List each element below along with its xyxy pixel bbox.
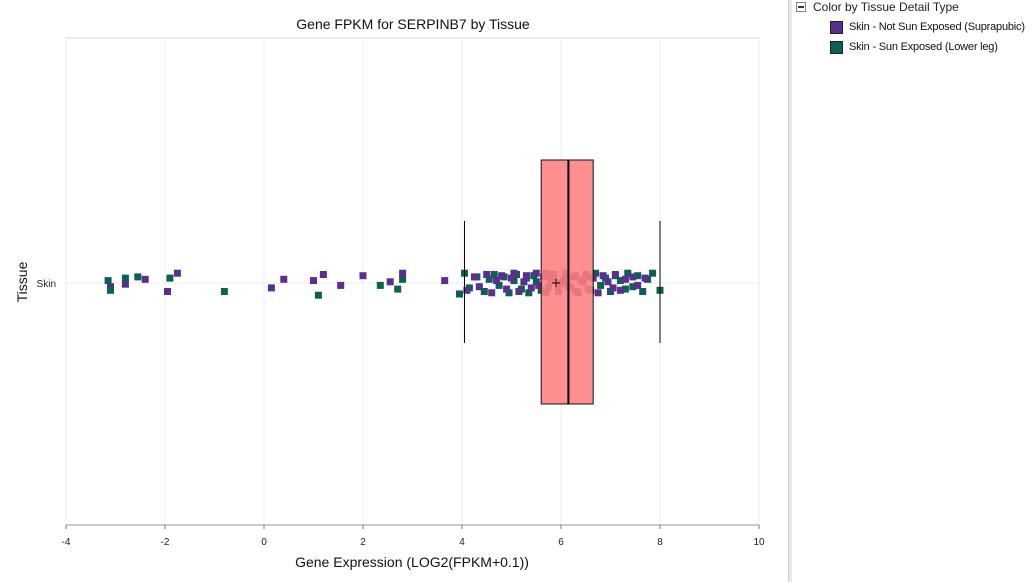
data-point-not-sun-exposed[interactable]	[535, 281, 543, 289]
data-point-sun-exposed[interactable]	[490, 271, 498, 278]
data-point-sun-exposed[interactable]	[592, 269, 600, 277]
y-tick-label-skin: Skin	[37, 279, 56, 290]
data-point-not-sun-exposed[interactable]	[280, 275, 288, 283]
data-point-not-sun-exposed[interactable]	[173, 269, 181, 277]
legend-item-sun-exposed[interactable]: Skin - Sun Exposed (Lower leg)	[830, 39, 998, 55]
data-point-sun-exposed[interactable]	[166, 274, 174, 282]
data-point-sun-exposed[interactable]	[134, 273, 142, 281]
data-point-not-sun-exposed[interactable]	[522, 272, 530, 280]
data-point-sun-exposed[interactable]	[495, 281, 503, 289]
x-tick-label: -4	[62, 537, 71, 548]
data-point-not-sun-exposed[interactable]	[629, 273, 637, 281]
x-tick-label: 8	[657, 537, 663, 548]
data-point-not-sun-exposed[interactable]	[121, 280, 129, 288]
data-point-sun-exposed[interactable]	[621, 285, 629, 293]
data-point-not-sun-exposed[interactable]	[470, 273, 478, 281]
x-tick-label: 10	[753, 537, 765, 548]
data-point-not-sun-exposed[interactable]	[532, 269, 540, 277]
panel-divider[interactable]	[788, 0, 792, 582]
x-axis-title: Gene Expression (LOG2(FPKM+0.1))	[295, 554, 529, 570]
data-point-sun-exposed[interactable]	[314, 291, 322, 299]
data-point-sun-exposed[interactable]	[399, 275, 407, 283]
x-axis: -4 -2 0 2 4 6 8 10	[62, 524, 765, 548]
data-point-not-sun-exposed[interactable]	[609, 284, 617, 292]
box-iqr[interactable]	[540, 159, 594, 405]
chart-area: Gene FPKM for SERPINB7 by Tissue -4 -2 0 2 4…	[14, 16, 765, 570]
legend-panel: Color by Tissue Detail Type Skin - Not S…	[792, 0, 1033, 582]
data-point-sun-exposed[interactable]	[485, 275, 493, 283]
data-point-not-sun-exposed[interactable]	[503, 285, 511, 293]
box-plot-chart: Gene FPKM for SERPINB7 by Tissue -4 -2 0 2 4…	[14, 16, 765, 570]
legend-label: Skin - Not Sun Exposed (Suprapubic)	[849, 21, 1025, 33]
data-point-not-sun-exposed[interactable]	[337, 281, 345, 289]
data-point-not-sun-exposed[interactable]	[604, 278, 612, 286]
data-point-not-sun-exposed[interactable]	[498, 272, 506, 280]
legend-item-not-sun-exposed[interactable]: Skin - Not Sun Exposed (Suprapubic)	[830, 19, 1025, 35]
data-point-sun-exposed[interactable]	[624, 269, 632, 277]
data-point-not-sun-exposed[interactable]	[463, 286, 471, 294]
mean-marker	[552, 279, 561, 287]
data-point-sun-exposed[interactable]	[107, 286, 114, 294]
data-point-sun-exposed[interactable]	[121, 274, 129, 282]
data-point-not-sun-exposed[interactable]	[359, 272, 367, 280]
data-point-not-sun-exposed[interactable]	[319, 271, 327, 278]
box-plot	[463, 159, 661, 405]
data-point-sun-exposed[interactable]	[394, 285, 402, 293]
legend-swatch-sun-exposed	[830, 40, 843, 54]
data-point-not-sun-exposed[interactable]	[310, 277, 317, 285]
x-tick-label: 4	[459, 537, 465, 548]
x-tick-label: 2	[360, 537, 366, 548]
data-point-not-sun-exposed[interactable]	[594, 289, 602, 297]
data-point-not-sun-exposed[interactable]	[441, 277, 449, 285]
y-axis-title: Tissue	[14, 261, 30, 302]
data-point-sun-exposed[interactable]	[629, 283, 637, 291]
data-point-not-sun-exposed[interactable]	[107, 283, 114, 291]
data-point-sun-exposed[interactable]	[104, 277, 112, 285]
data-point-sun-exposed[interactable]	[616, 277, 624, 285]
data-point-sun-exposed[interactable]	[376, 281, 384, 289]
data-point-not-sun-exposed[interactable]	[386, 278, 394, 286]
data-point-not-sun-exposed[interactable]	[641, 274, 649, 282]
data-point-not-sun-exposed[interactable]	[164, 288, 171, 295]
data-point-sun-exposed[interactable]	[634, 272, 642, 280]
data-point-sun-exposed[interactable]	[649, 269, 657, 277]
legend-header[interactable]: Color by Tissue Detail Type	[796, 0, 959, 14]
data-point-not-sun-exposed[interactable]	[599, 272, 607, 280]
data-point-not-sun-exposed[interactable]	[399, 269, 407, 277]
data-point-sun-exposed[interactable]	[456, 290, 463, 298]
data-point-sun-exposed[interactable]	[220, 288, 228, 295]
data-point-sun-exposed[interactable]	[532, 278, 540, 286]
data-point-sun-exposed[interactable]	[480, 288, 488, 295]
legend-title: Color by Tissue Detail Type	[813, 0, 959, 14]
data-point-not-sun-exposed[interactable]	[520, 278, 528, 286]
data-point-sun-exposed[interactable]	[505, 289, 513, 297]
data-point-not-sun-exposed[interactable]	[488, 289, 496, 297]
data-point-not-sun-exposed[interactable]	[515, 288, 523, 295]
data-point-not-sun-exposed[interactable]	[267, 284, 275, 292]
data-point-not-sun-exposed[interactable]	[527, 284, 535, 292]
chart-title: Gene FPKM for SERPINB7 by Tissue	[296, 16, 530, 32]
x-tick-label: 6	[558, 537, 564, 548]
data-point-not-sun-exposed[interactable]	[510, 269, 518, 277]
data-point-not-sun-exposed[interactable]	[475, 283, 483, 291]
legend-label: Skin - Sun Exposed (Lower leg)	[849, 41, 998, 53]
data-point-sun-exposed[interactable]	[639, 288, 647, 295]
data-point-not-sun-exposed[interactable]	[616, 286, 624, 294]
data-point-not-sun-exposed[interactable]	[141, 275, 149, 283]
data-point-not-sun-exposed[interactable]	[621, 275, 629, 283]
legend-swatch-not-sun-exposed	[830, 20, 843, 34]
data-point-not-sun-exposed[interactable]	[483, 271, 491, 278]
data-point-not-sun-exposed[interactable]	[634, 281, 642, 289]
x-tick-label: 0	[261, 537, 267, 548]
data-point-sun-exposed[interactable]	[525, 289, 533, 297]
data-point-not-sun-exposed[interactable]	[611, 271, 619, 278]
data-point-sun-exposed[interactable]	[597, 281, 605, 289]
data-point-not-sun-exposed[interactable]	[508, 274, 515, 282]
x-tick-label: -2	[161, 537, 170, 548]
data-point-sun-exposed[interactable]	[607, 288, 614, 295]
collapse-icon[interactable]	[796, 2, 806, 12]
data-point-not-sun-exposed[interactable]	[493, 277, 501, 285]
